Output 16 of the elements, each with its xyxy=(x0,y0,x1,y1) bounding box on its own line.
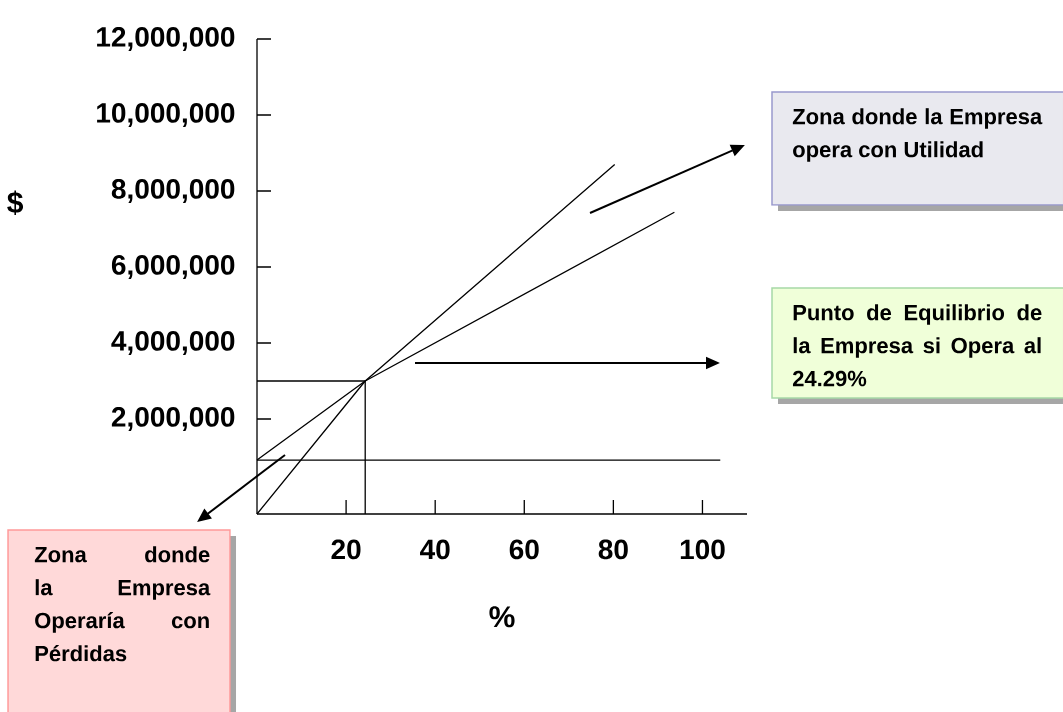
y-axis-title: $ xyxy=(7,190,24,216)
text: Zona donde la Empresa opera con Utilidad xyxy=(792,108,1043,162)
text: Zona donde la Empresa Operaría con Pérdidas xyxy=(34,546,211,662)
y-tick-label: 6,000,000 xyxy=(111,255,235,279)
x-tick-label: 60 xyxy=(509,539,539,560)
x-axis-title: % xyxy=(489,606,515,628)
y-tick-label: 8,000,000 xyxy=(111,179,235,203)
y-tick-label: 12,000,000 xyxy=(97,27,235,51)
y-tick-label: 4,000,000 xyxy=(111,331,235,355)
text: Punto de Equilibrio de la Empresa si Opera al 24.29% xyxy=(792,304,1042,387)
x-tick-label: 80 xyxy=(598,539,628,560)
y-tick-label: 10,000,000 xyxy=(97,103,235,127)
y-tick-label: 2,000,000 xyxy=(111,407,235,431)
x-tick-label: 40 xyxy=(420,539,450,560)
x-tick-label: 20 xyxy=(331,539,361,560)
x-tick-label: 100 xyxy=(680,539,725,560)
